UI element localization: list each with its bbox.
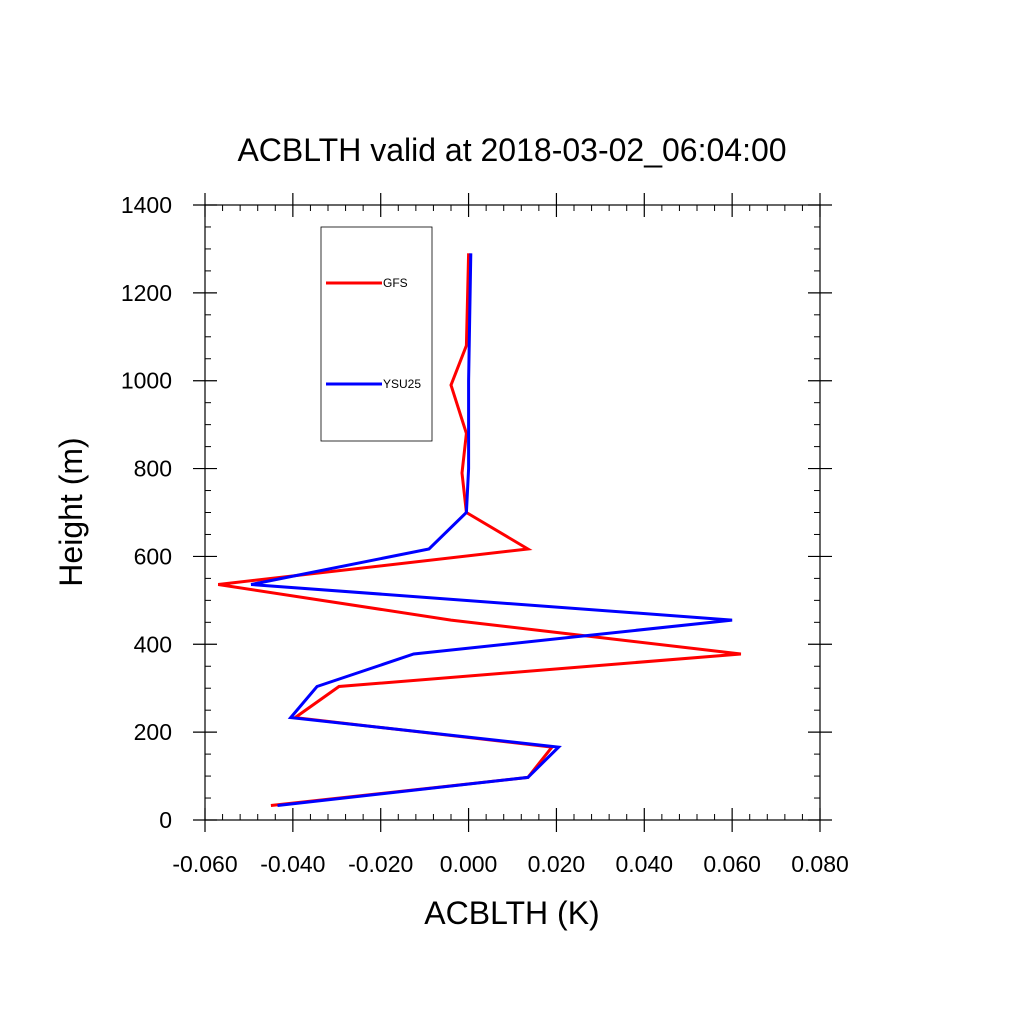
legend: GFS YSU25 <box>320 226 433 442</box>
plot-frame <box>204 204 821 821</box>
y-tick-label: 1400 <box>121 192 172 218</box>
y-tick-label: 400 <box>134 631 172 657</box>
x-tick-label: -0.020 <box>348 851 413 877</box>
legend-label-gfs: GFS <box>383 276 408 290</box>
series-line-gfs <box>217 253 742 807</box>
x-tick-label: 0.020 <box>528 851 586 877</box>
y-tick-label: 0 <box>159 807 172 833</box>
series-line-ysu25 <box>250 253 733 807</box>
x-axis-label: ACBLTH (K) <box>424 895 599 931</box>
x-tick-label: -0.060 <box>172 851 237 877</box>
x-tick-label: -0.040 <box>260 851 325 877</box>
series-layer <box>217 253 742 807</box>
y-tick-label: 600 <box>134 543 172 569</box>
y-tick-label: 1200 <box>121 280 172 306</box>
x-tick-label: 0.040 <box>616 851 674 877</box>
chart-title: ACBLTH valid at 2018-03-02_06:04:00 <box>237 132 786 168</box>
x-tick-label: 0.060 <box>703 851 761 877</box>
tick-labels-layer: -0.060 -0.040 -0.020 0.000 0.020 0.040 0.060 0.… <box>121 192 849 877</box>
y-axis-label: Height (m) <box>53 437 89 586</box>
y-tick-label: 1000 <box>121 368 172 394</box>
ticks-layer <box>193 193 832 832</box>
x-tick-label: 0.080 <box>791 851 849 877</box>
y-tick-label: 800 <box>134 456 172 482</box>
legend-label-ysu25: YSU25 <box>383 377 421 391</box>
x-tick-label: 0.000 <box>440 851 498 877</box>
legend-box <box>320 226 433 442</box>
y-tick-label: 200 <box>134 719 172 745</box>
